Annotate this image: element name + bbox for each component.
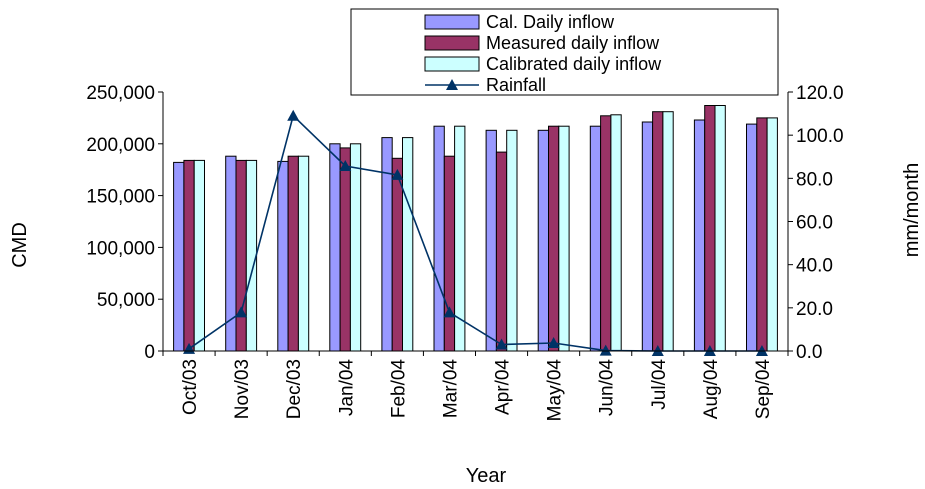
- axes-layer: 0 50,000 100,000 150,000 200,000 250,000 0.0 20…: [86, 83, 843, 421]
- x-axis-title: Year: [466, 465, 507, 487]
- bar-cal-daily-inflow-8: [589, 125, 602, 352]
- rainfall-marker-3: [339, 160, 352, 172]
- legend-cal-daily-inflow-label: Cal. Daily inflow: [486, 12, 615, 32]
- x-tick-label-0: Oct/03: [180, 359, 201, 415]
- x-tick-label-11: Sep/04: [753, 359, 774, 420]
- bar-calibrated-daily-inflow-1: [245, 159, 258, 352]
- x-tick-label-6: Apr/04: [493, 359, 514, 415]
- legend-rainfall-label: Rainfall: [486, 75, 546, 95]
- rainfall-marker-4: [391, 168, 404, 180]
- bar-calibrated-daily-inflow-2: [297, 155, 310, 352]
- bar-cal-daily-inflow-4: [381, 137, 393, 352]
- y-tick-label-3: 150,000: [86, 187, 155, 208]
- x-tick-label-9: Jul/04: [649, 359, 670, 410]
- rainfall-marker-8: [599, 344, 612, 356]
- x-tick-label-4: Feb/04: [388, 359, 409, 419]
- x-tick-label-8: Jun/04: [597, 359, 618, 416]
- bar-cal-daily-inflow-2: [277, 160, 289, 352]
- y2-tick-label-5: 100.0: [796, 126, 844, 147]
- x-tick-label-5: Mar/04: [441, 359, 462, 419]
- legend-measured-daily-inflow-swatch: [424, 35, 480, 51]
- rainfall-marker-2: [287, 109, 300, 121]
- x-tick-label-2: Dec/03: [284, 359, 305, 419]
- bar-measured-daily-inflow-3: [339, 147, 351, 352]
- bar-cal-daily-inflow-3: [329, 143, 341, 352]
- legend-cal-daily-inflow-swatch: [424, 14, 480, 30]
- x-tick-label-7: May/04: [545, 359, 566, 422]
- legend-box: [350, 8, 779, 96]
- rainfall-marker-7: [547, 337, 560, 349]
- y2-axis-title: mm/month: [901, 163, 923, 257]
- rainfall-marker-1: [235, 306, 248, 318]
- rainfall-marker-5: [443, 306, 456, 318]
- y2-tick-label-2: 40.0: [796, 256, 833, 277]
- y-tick-label-4: 200,000: [86, 135, 155, 156]
- bar-calibrated-daily-inflow-11: [766, 117, 778, 352]
- legend-calibrated-daily-inflow-label: Calibrated daily inflow: [486, 54, 662, 74]
- bar-calibrated-daily-inflow-4: [402, 137, 414, 352]
- legend-measured-daily-inflow-label: Measured daily inflow: [486, 33, 660, 53]
- bar-calibrated-daily-inflow-3: [349, 143, 362, 352]
- bar-cal-daily-inflow-6: [485, 129, 497, 352]
- y2-tick-label-4: 80.0: [796, 169, 833, 190]
- x-tick-label-10: Aug/04: [701, 359, 722, 420]
- y-tick-label-0: 0: [144, 342, 155, 363]
- bar-calibrated-daily-inflow-7: [558, 125, 570, 352]
- bar-measured-daily-inflow-7: [548, 125, 560, 352]
- bar-cal-daily-inflow-10: [693, 119, 706, 352]
- bar-measured-daily-inflow-4: [391, 157, 404, 352]
- x-tick-label-1: Nov/03: [232, 359, 253, 419]
- bar-calibrated-daily-inflow-9: [662, 111, 674, 352]
- bar-calibrated-daily-inflow-8: [610, 114, 622, 352]
- rainfall-marker-6: [495, 338, 508, 350]
- bar-calibrated-daily-inflow-0: [193, 159, 205, 352]
- bar-calibrated-daily-inflow-10: [714, 105, 726, 352]
- bar-measured-daily-inflow-6: [495, 151, 508, 352]
- bar-cal-daily-inflow-9: [641, 121, 654, 352]
- legend-calibrated-daily-inflow-swatch: [424, 56, 480, 72]
- bar-measured-daily-inflow-2: [287, 155, 299, 352]
- bar-cal-daily-inflow-7: [537, 129, 550, 352]
- bar-cal-daily-inflow-0: [173, 161, 185, 352]
- bar-measured-daily-inflow-9: [652, 111, 664, 352]
- bar-calibrated-daily-inflow-6: [506, 129, 518, 352]
- bar-measured-daily-inflow-5: [443, 155, 456, 352]
- bar-measured-daily-inflow-1: [235, 159, 247, 352]
- legend-rainfall-marker: [446, 79, 458, 90]
- bars-layer: [173, 105, 778, 352]
- y2-tick-label-6: 120.0: [796, 83, 844, 104]
- y2-tick-label-0: 0.0: [796, 342, 822, 363]
- bar-measured-daily-inflow-10: [704, 105, 716, 352]
- bar-cal-daily-inflow-5: [433, 125, 445, 352]
- bar-cal-daily-inflow-11: [746, 123, 758, 352]
- y2-tick-label-1: 20.0: [796, 299, 833, 320]
- rainfall-line: [188, 114, 762, 352]
- y2-tick-label-3: 60.0: [796, 213, 833, 234]
- y-axis-title: CMD: [9, 222, 31, 268]
- bar-measured-daily-inflow-0: [183, 159, 195, 352]
- y-tick-label-2: 100,000: [86, 238, 155, 259]
- y-tick-label-1: 50,000: [97, 290, 155, 311]
- rainfall-layer: [183, 109, 768, 356]
- y-tick-label-5: 250,000: [86, 83, 155, 104]
- bar-measured-daily-inflow-11: [756, 117, 768, 352]
- bar-measured-daily-inflow-8: [600, 115, 612, 352]
- x-tick-label-3: Jan/04: [336, 359, 357, 416]
